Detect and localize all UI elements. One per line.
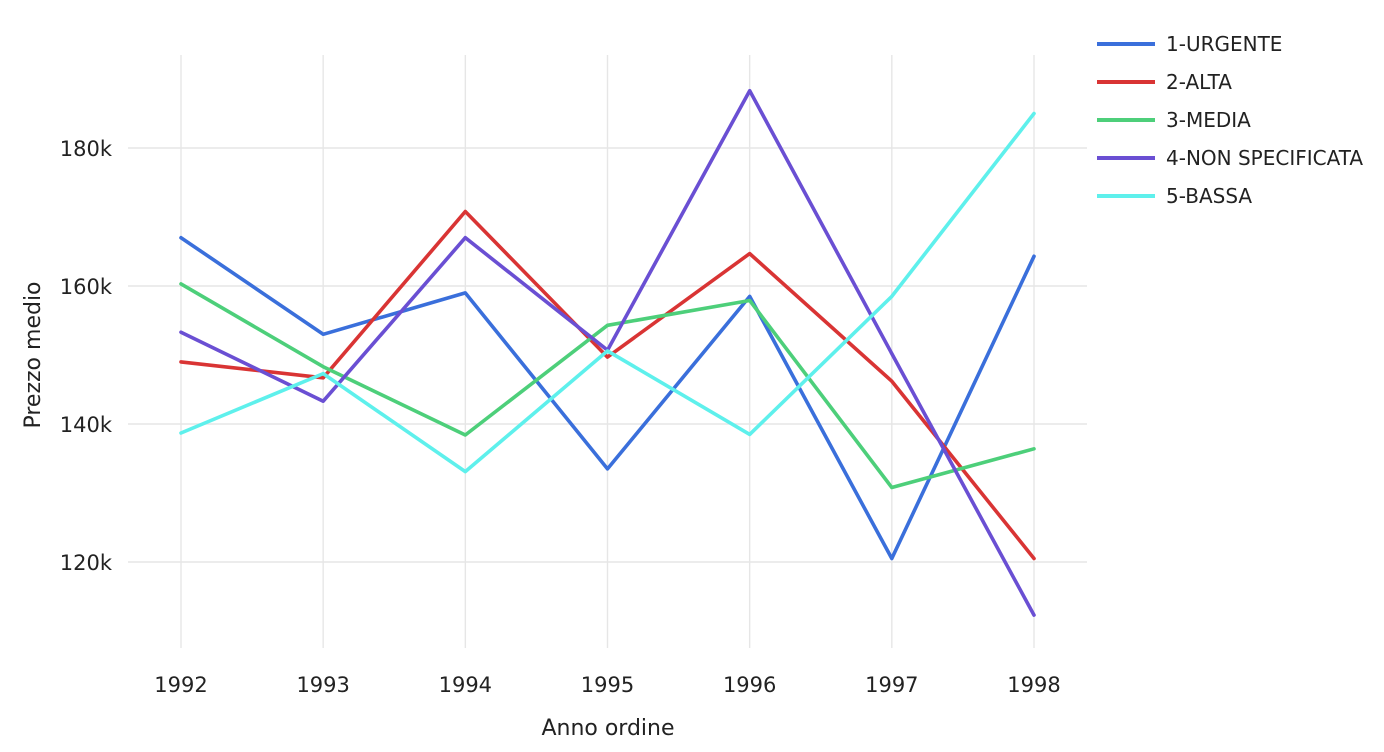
- x-tick-label: 1994: [439, 673, 492, 697]
- legend-label: 4-NON SPECIFICATA: [1166, 146, 1363, 170]
- series-lines: [179, 88, 1036, 617]
- legend-item[interactable]: 5-BASSA: [1097, 184, 1252, 208]
- legend-label: 2-ALTA: [1166, 70, 1232, 94]
- legend-item[interactable]: 2-ALTA: [1097, 70, 1232, 94]
- legend-item[interactable]: 3-MEDIA: [1097, 108, 1251, 132]
- y-tick-label: 120k: [60, 551, 113, 575]
- x-gridlines: [180, 55, 1035, 648]
- series-line-3: [179, 282, 1036, 490]
- y-tick-label: 160k: [60, 275, 113, 299]
- y-axis-ticks: 120k 140k 160k 180k: [60, 137, 113, 575]
- legend-item[interactable]: 4-NON SPECIFICATA: [1097, 146, 1363, 170]
- legend-label: 5-BASSA: [1166, 184, 1252, 208]
- series-line-5: [179, 111, 1036, 474]
- x-axis-ticks: 1992 1993 1994 1995 1996 1997 1998: [154, 673, 1060, 697]
- x-tick-label: 1992: [154, 673, 207, 697]
- legend: 1-URGENTE 2-ALTA 3-MEDIA 4-NON SPECIFICATA 5…: [1097, 32, 1363, 208]
- legend-label: 1-URGENTE: [1166, 32, 1282, 56]
- series-line-1: [179, 235, 1036, 561]
- y-tick-label: 140k: [60, 413, 113, 437]
- x-tick-label: 1993: [296, 673, 349, 697]
- x-tick-label: 1995: [581, 673, 634, 697]
- x-tick-label: 1996: [723, 673, 776, 697]
- y-axis-title: Prezzo medio: [21, 281, 46, 428]
- x-axis-title: Anno ordine: [541, 716, 674, 741]
- x-tick-label: 1998: [1007, 673, 1060, 697]
- x-tick-label: 1997: [865, 673, 918, 697]
- y-tick-label: 180k: [60, 137, 113, 161]
- legend-label: 3-MEDIA: [1166, 108, 1251, 132]
- series-line-2: [179, 209, 1036, 561]
- legend-item[interactable]: 1-URGENTE: [1097, 32, 1282, 56]
